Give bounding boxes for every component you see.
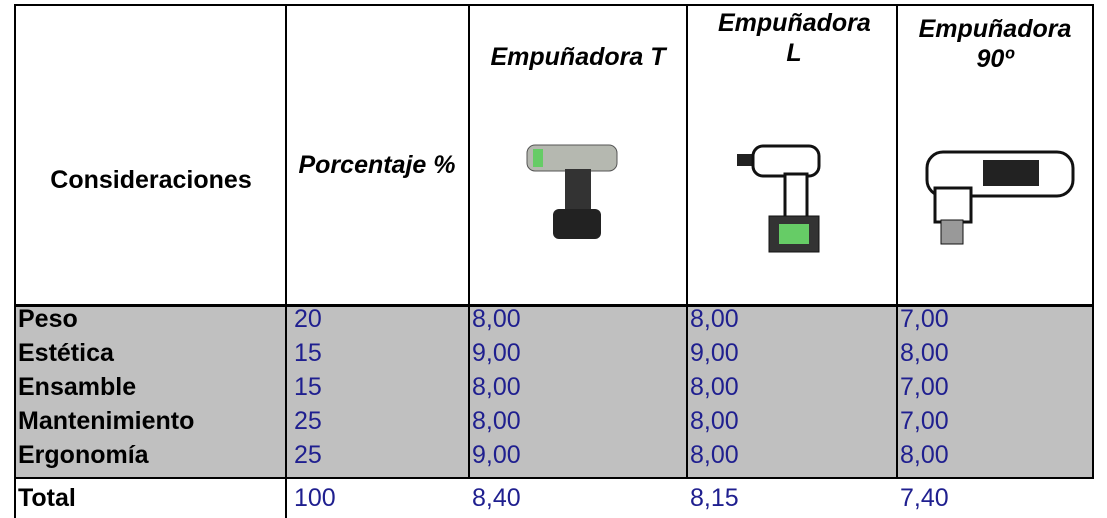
hd-cell: Empuñadora T <box>490 43 666 71</box>
val-cell: 7,00 <box>900 305 949 333</box>
hd-cell: Empuñadora L <box>718 9 871 67</box>
drill-icon <box>526 144 618 239</box>
drill-icon <box>925 150 1075 245</box>
drill-icon <box>737 144 821 253</box>
val-cell: 25 <box>294 441 322 469</box>
val-cell: 8,15 <box>690 484 739 512</box>
val-cell: 8,00 <box>690 441 739 469</box>
hd-cell: Consideraciones <box>50 166 252 194</box>
border <box>285 4 287 518</box>
val-cell: 8,00 <box>690 407 739 435</box>
border <box>896 4 898 478</box>
val-cell: 9,00 <box>690 339 739 367</box>
border <box>14 304 1094 307</box>
name-cell: Mantenimiento <box>18 407 195 435</box>
border <box>1092 4 1094 478</box>
val-cell: 8,40 <box>472 484 521 512</box>
name-cell: Estética <box>18 339 114 367</box>
val-cell: 7,00 <box>900 373 949 401</box>
name-cell: Ergonomía <box>18 441 149 469</box>
name-cell: Peso <box>18 305 78 333</box>
val-cell: 8,00 <box>690 373 739 401</box>
val-cell: 9,00 <box>472 339 521 367</box>
border <box>14 4 1094 6</box>
val-cell: 15 <box>294 373 322 401</box>
val-cell: 15 <box>294 339 322 367</box>
border <box>686 4 688 478</box>
border <box>14 4 16 518</box>
val-cell: 8,00 <box>900 339 949 367</box>
val-cell: 8,00 <box>472 373 521 401</box>
val-cell: 8,00 <box>690 305 739 333</box>
hd-cell: Porcentaje % <box>298 151 456 179</box>
border <box>468 4 470 478</box>
name-cell: Total <box>18 484 76 512</box>
val-cell: 25 <box>294 407 322 435</box>
val-cell: 9,00 <box>472 441 521 469</box>
body-background <box>14 306 1093 478</box>
val-cell: 100 <box>294 484 336 512</box>
val-cell: 8,00 <box>472 407 521 435</box>
val-cell: 7,40 <box>900 484 949 512</box>
val-cell: 8,00 <box>900 441 949 469</box>
val-cell: 20 <box>294 305 322 333</box>
hd-cell: Empuñadora 90º <box>918 15 1072 73</box>
border <box>14 477 1094 479</box>
val-cell: 7,00 <box>900 407 949 435</box>
val-cell: 8,00 <box>472 305 521 333</box>
name-cell: Ensamble <box>18 373 137 401</box>
